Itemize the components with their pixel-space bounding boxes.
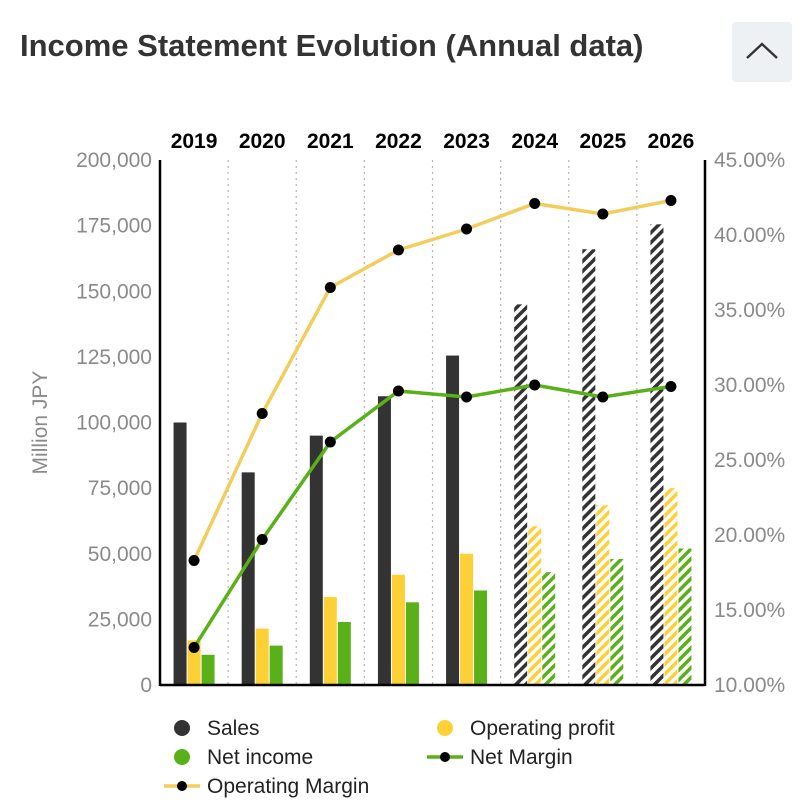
operating-profit-bar-2025[interactable] xyxy=(596,505,610,685)
year-label-2021: 2021 xyxy=(307,130,354,153)
net-margin-point-2021[interactable] xyxy=(324,436,336,448)
net-income-bar-2023[interactable] xyxy=(474,590,488,686)
operating-profit-bar-2022[interactable] xyxy=(391,574,405,685)
y2-tick-label: 25.00% xyxy=(714,449,785,472)
operating-margin-point-2025[interactable] xyxy=(597,208,609,220)
net-income-bar-2019[interactable] xyxy=(201,654,215,685)
net-income-bar-2026[interactable] xyxy=(678,548,692,686)
year-label-2019: 2019 xyxy=(171,130,218,153)
y-tick-label: 25,000 xyxy=(88,608,152,631)
legend-net-income-label: Net income xyxy=(207,746,313,769)
y2-tick-label: 40.00% xyxy=(714,224,785,247)
sales-bar-2026[interactable] xyxy=(650,224,664,685)
operating-profit-bar-2024[interactable] xyxy=(528,526,542,685)
year-label-2022: 2022 xyxy=(375,130,422,153)
y-tick-label: 125,000 xyxy=(76,346,152,369)
net-margin-point-2022[interactable] xyxy=(392,385,404,397)
y-tick-label: 0 xyxy=(140,674,152,697)
y2-tick-label: 10.00% xyxy=(714,674,785,697)
legend-operating-margin-marker xyxy=(177,781,187,791)
legend-net-margin[interactable]: Net Margin xyxy=(427,746,573,769)
legend-sales-label: Sales xyxy=(207,717,260,740)
year-label-2025: 2025 xyxy=(579,130,626,153)
operating-profit-bar-2020[interactable] xyxy=(255,628,269,685)
sales-bar-2019[interactable] xyxy=(173,422,187,686)
operating-margin-point-2020[interactable] xyxy=(256,408,268,419)
y-tick-label: 200,000 xyxy=(76,149,152,172)
sales-bar-2025[interactable] xyxy=(582,249,596,685)
year-label-2023: 2023 xyxy=(443,130,490,153)
operating-profit-bar-2021[interactable] xyxy=(323,597,337,685)
net-margin-point-2020[interactable] xyxy=(256,534,268,545)
operating-margin-point-2021[interactable] xyxy=(324,282,336,293)
y2-tick-label: 35.00% xyxy=(714,299,785,322)
net-margin-point-2026[interactable] xyxy=(665,381,677,392)
y2-tick-label: 45.00% xyxy=(714,149,785,172)
operating-profit-bar-2026[interactable] xyxy=(664,488,678,685)
sales-bar-2021[interactable] xyxy=(309,435,323,685)
y2-tick-label: 15.00% xyxy=(714,599,785,622)
y-tick-label: 150,000 xyxy=(76,280,152,303)
year-label-2026: 2026 xyxy=(648,130,695,153)
year-label-2024: 2024 xyxy=(511,130,558,153)
y-tick-label: 50,000 xyxy=(88,543,152,566)
legend-net-margin-label: Net Margin xyxy=(470,746,573,769)
net-margin-point-2024[interactable] xyxy=(529,379,541,391)
y-tick-label: 175,000 xyxy=(76,215,152,238)
operating-margin-point-2026[interactable] xyxy=(665,195,677,206)
legend-sales[interactable]: Sales xyxy=(174,717,260,740)
sales-bar-2023[interactable] xyxy=(446,355,460,685)
collapse-button[interactable] xyxy=(732,22,792,82)
y-axis-label: Million JPY xyxy=(29,371,52,475)
legend-operating-margin[interactable]: Operating Margin xyxy=(164,775,369,798)
operating-margin-point-2024[interactable] xyxy=(529,198,541,209)
net-income-bar-2021[interactable] xyxy=(337,622,351,685)
legend-net-income-marker xyxy=(174,749,190,765)
net-margin-point-2025[interactable] xyxy=(597,391,609,403)
y-tick-label: 100,000 xyxy=(76,412,152,435)
legend-operating-profit-marker xyxy=(437,720,453,736)
legend-operating-profit-label: Operating profit xyxy=(470,717,615,740)
chevron-up-icon xyxy=(746,42,778,59)
operating-margin-point-2023[interactable] xyxy=(461,223,473,235)
operating-margin-point-2019[interactable] xyxy=(188,555,200,566)
y2-tick-label: 20.00% xyxy=(714,524,785,547)
y-tick-label: 75,000 xyxy=(88,477,152,500)
legend-net-income[interactable]: Net income xyxy=(174,746,313,769)
sales-bar-2020[interactable] xyxy=(241,472,255,685)
net-income-bar-2022[interactable] xyxy=(405,602,419,685)
net-income-bar-2020[interactable] xyxy=(269,645,283,685)
page-title: Income Statement Evolution (Annual data) xyxy=(20,28,644,63)
net-margin-point-2023[interactable] xyxy=(461,391,473,403)
y2-tick-label: 30.00% xyxy=(714,374,785,397)
year-label-2020: 2020 xyxy=(239,130,286,153)
operating-margin-point-2022[interactable] xyxy=(392,244,404,256)
sales-bar-2022[interactable] xyxy=(377,396,391,685)
legend-net-margin-marker xyxy=(440,752,450,762)
operating-profit-bar-2023[interactable] xyxy=(460,553,474,685)
net-margin-point-2019[interactable] xyxy=(188,642,200,653)
legend-operating-profit[interactable]: Operating profit xyxy=(437,717,615,740)
net-margin-line xyxy=(192,383,672,649)
legend-operating-margin-label: Operating Margin xyxy=(207,775,369,798)
operating-margin-line xyxy=(192,198,672,562)
net-income-bar-2024[interactable] xyxy=(542,572,556,685)
legend-sales-marker xyxy=(174,720,190,736)
net-income-bar-2025[interactable] xyxy=(610,559,624,685)
sales-bar-2024[interactable] xyxy=(514,304,528,685)
